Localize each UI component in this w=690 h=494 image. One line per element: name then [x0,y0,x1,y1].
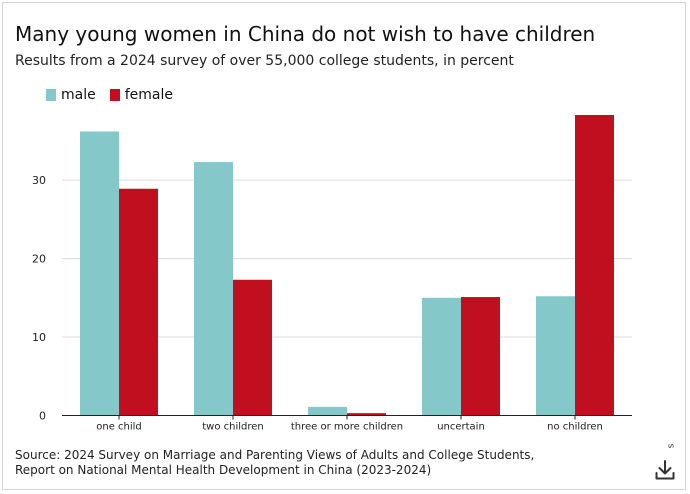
bar-male-1 [194,162,233,416]
legend-item-male: male [46,86,96,104]
y-tick-label-20: 20 [32,253,46,266]
x-tick-label-2: three or more children [291,422,403,433]
source-line-2: Report on National Mental Health Develop… [15,463,432,477]
legend-label-male: male [61,87,96,103]
legend: male female [46,86,187,104]
axes: 0 10 20 30 one child two children three or mor… [32,174,632,433]
y-tick-label-30: 30 [32,174,46,187]
bar-male-3 [422,297,461,416]
legend-swatch-male [46,89,56,101]
legend-label-female: female [124,87,173,103]
bar-male-0 [80,131,119,416]
chart-title: Many young women in China do not wish to… [15,22,596,46]
bar-male-4 [536,296,575,416]
x-tick-label-0: one child [96,422,142,433]
legend-swatch-female [109,89,120,101]
bar-male-2 [308,406,347,416]
x-tick-label-4: no children [547,422,603,433]
y-tick-label-10: 10 [32,331,46,344]
bar-female-3 [461,297,500,416]
chart-subtitle: Results from a 2024 survey of over 55,00… [15,53,514,69]
bar-female-1 [233,279,272,416]
legend-item-female: female [109,86,173,104]
bar-female-2 [347,413,386,416]
bar-female-0 [119,188,158,416]
download-icon[interactable] [653,458,677,482]
bar-female-4 [575,115,614,416]
source-line-1: Source: 2024 Survey on Marriage and Pare… [15,448,535,462]
side-note: s [665,443,676,449]
bars [80,115,614,416]
x-tick-label-3: uncertain [437,422,485,433]
y-tick-label-0: 0 [39,410,46,423]
source-note: Source: 2024 Survey on Marriage and Pare… [15,448,534,478]
x-tick-label-1: two children [202,422,264,433]
